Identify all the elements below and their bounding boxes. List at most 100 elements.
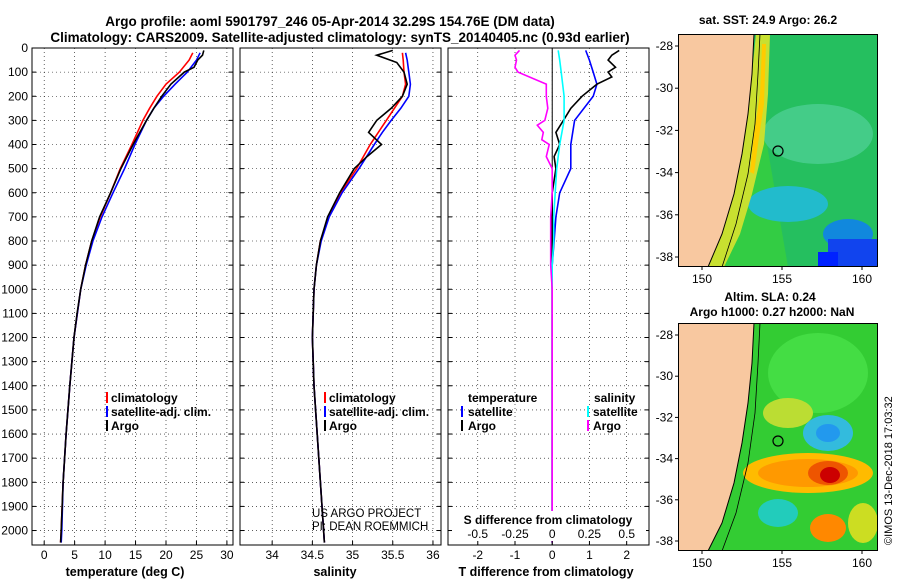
- depth-tick-label: 1900: [1, 499, 28, 513]
- series-line-satellite-adj-clim-: [311, 52, 412, 543]
- x-tick-label: 10: [98, 548, 112, 562]
- depth-tick-label: 0: [21, 41, 28, 55]
- map-x-tick-label: 155: [772, 556, 792, 570]
- depth-tick-label: 100: [8, 65, 28, 79]
- legend-label-argo: Argo: [329, 419, 357, 433]
- x-tick-label: 30: [220, 548, 234, 562]
- sla-positive-core: [820, 467, 840, 483]
- depth-tick-label: 1200: [1, 331, 28, 345]
- difference-x-axis: -2 -1 0 1 2: [472, 541, 630, 562]
- legend-label-sal-satellite: satellite: [593, 405, 638, 419]
- map-x-tick-label: 150: [692, 272, 712, 286]
- series-line-climatology: [311, 52, 407, 543]
- map-x-tick-label: 150: [692, 556, 712, 570]
- x-tick-label: 20: [159, 548, 173, 562]
- temperature-axes-frame: [31, 47, 234, 546]
- depth-tick-label: 300: [8, 113, 28, 127]
- x-tick-label: 0: [41, 548, 48, 562]
- map-y-tick-label: -36: [656, 493, 674, 507]
- x-tick-label: 2: [623, 548, 630, 562]
- temperature-series: [59, 50, 205, 543]
- s-tick-label: 0.25: [578, 527, 602, 541]
- series-line-temperature-satellite: [551, 50, 598, 543]
- map-y-tick-label: -38: [656, 250, 674, 264]
- depth-tick-label: 1500: [1, 403, 28, 417]
- depth-tick-label: 1600: [1, 427, 28, 441]
- isobath: [721, 323, 761, 551]
- sla-map-subtitle: Argo h1000: 0.27 h2000: NaN: [690, 305, 855, 319]
- legend-label-temp-argo: Argo: [468, 419, 496, 433]
- series-line-temperature-argo: [551, 49, 620, 543]
- salinity-xlabel: salinity: [313, 565, 356, 579]
- sla-positive-patch: [810, 514, 846, 542]
- s-tick-label: 0.5: [618, 527, 635, 541]
- warm-current-core: [750, 44, 766, 174]
- x-tick-label: 25: [190, 548, 204, 562]
- depth-tick-label: 900: [8, 258, 28, 272]
- salinity-series: [311, 49, 412, 543]
- figure-title-line2: Climatology: CARS2009. Satellite-adjuste…: [50, 30, 629, 45]
- cool-water-patch: [748, 186, 828, 222]
- legend-title-salinity: salinity: [594, 391, 636, 405]
- sla-positive-patch: [763, 398, 813, 428]
- difference-series: [514, 49, 620, 543]
- figure-title-line1: Argo profile: aoml 5901797_246 05-Apr-20…: [105, 14, 554, 29]
- depth-axis: 0 100 200 300 400 500 600 700 800 900 1000 1100 1200…: [1, 41, 28, 538]
- map-y-tick-label: -32: [656, 123, 674, 137]
- depth-tick-label: 2000: [1, 524, 28, 538]
- depth-tick-label: 1000: [1, 282, 28, 296]
- map-frame: [678, 34, 878, 267]
- map-x-tick-label: 160: [852, 272, 872, 286]
- sla-region: [848, 503, 878, 543]
- isobath: [721, 34, 761, 267]
- x-tick-label: 5: [71, 548, 78, 562]
- temperature-legend: climatology satellite-adj. clim. Argo: [106, 391, 211, 433]
- depth-tick-label: 1400: [1, 379, 28, 393]
- x-tick-label: 34.5: [301, 548, 325, 562]
- argo-float-marker: [772, 435, 784, 447]
- series-line-salinity-argo: [514, 49, 553, 543]
- sla-map: Altim. SLA: 0.24 Argo h1000: 0.27 h2000:…: [656, 290, 878, 570]
- sla-negative-core: [816, 424, 840, 442]
- land-mass: [678, 323, 754, 551]
- sla-map-image: [678, 323, 878, 551]
- salinity-grid: [240, 47, 441, 545]
- depth-tick-label: 1700: [1, 451, 28, 465]
- x-tick-label: 34: [265, 548, 279, 562]
- series-line-argo: [311, 49, 409, 543]
- s-tick-label: -0.5: [467, 527, 488, 541]
- series-line-salinity-satellite: [551, 50, 565, 543]
- warm-eddy-region: [763, 104, 873, 164]
- s-tick-label: 0: [549, 527, 556, 541]
- salinity-axes-frame: [239, 47, 442, 546]
- series-line-satellite-adj-clim-: [60, 52, 201, 543]
- difference-grid: [448, 47, 649, 545]
- depth-tick-label: 600: [8, 186, 28, 200]
- pi-credit: PI: DEAN ROEMMICH: [312, 521, 428, 533]
- depth-tick-label: 200: [8, 89, 28, 103]
- temperature-panel: 0100200300400500600700800900100011001200…: [1, 41, 234, 579]
- series-line-argo: [59, 50, 205, 543]
- argo-float-marker: [772, 145, 784, 157]
- temperature-grid: [32, 47, 233, 545]
- depth-tick-label: 500: [8, 162, 28, 176]
- legend-label-satellite: satellite-adj. clim.: [111, 405, 211, 419]
- sst-map-image: [678, 34, 878, 267]
- map-y-tick-label: -38: [656, 534, 674, 548]
- x-tick-label: 35.5: [381, 548, 405, 562]
- x-tick-label: 35: [346, 548, 360, 562]
- salinity-panel: 34 34.5 35 35.5 36 salinity climatology sate…: [239, 47, 442, 579]
- x-tick-label: -2: [472, 548, 483, 562]
- legend-label-climatology: climatology: [329, 391, 396, 405]
- salinity-legend: climatology satellite-adj. clim. Argo: [324, 391, 429, 433]
- x-tick-label: 15: [129, 548, 143, 562]
- depth-tick-label: 800: [8, 234, 28, 248]
- legend-title-temperature: temperature: [468, 391, 538, 405]
- map-x-tick-label: 155: [772, 272, 792, 286]
- sst-map-title: sat. SST: 24.9 Argo: 26.2: [699, 13, 838, 27]
- map-frame: [678, 323, 878, 551]
- temperature-x-axis: 0 5 10 15 20 25 30: [41, 541, 234, 562]
- difference-legend: temperature salinity satellite Argo sate…: [461, 391, 638, 433]
- map-y-tick-label: -30: [656, 369, 674, 383]
